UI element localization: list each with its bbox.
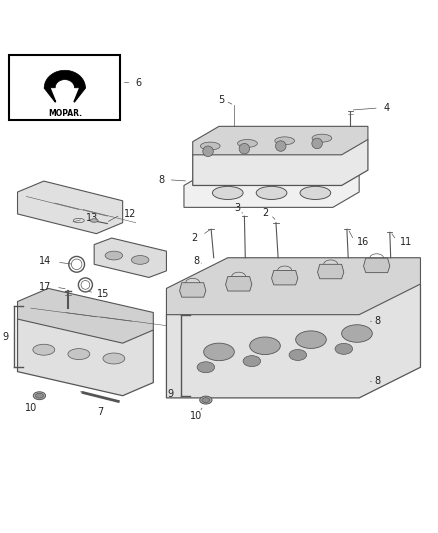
Text: 8: 8 (277, 164, 283, 174)
Polygon shape (180, 282, 206, 297)
Text: 7: 7 (97, 407, 103, 417)
Text: 12: 12 (124, 209, 136, 219)
Ellipse shape (335, 343, 353, 354)
Ellipse shape (250, 337, 280, 354)
Text: 10: 10 (25, 402, 37, 413)
Ellipse shape (33, 392, 46, 400)
Text: 11: 11 (399, 237, 412, 247)
Ellipse shape (197, 362, 215, 373)
Ellipse shape (342, 325, 372, 342)
Text: 8: 8 (193, 256, 199, 266)
Text: 1: 1 (311, 164, 318, 173)
Ellipse shape (296, 331, 326, 349)
Ellipse shape (131, 255, 149, 264)
Text: 17: 17 (39, 281, 52, 292)
Ellipse shape (243, 356, 261, 367)
Polygon shape (44, 70, 85, 88)
Circle shape (276, 141, 286, 151)
Circle shape (203, 146, 213, 157)
Text: 8: 8 (158, 175, 164, 185)
Ellipse shape (212, 187, 243, 199)
Text: 5: 5 (218, 95, 224, 106)
Text: MOPAR.: MOPAR. (48, 109, 82, 118)
Text: 10: 10 (190, 411, 202, 421)
Text: 2: 2 (262, 208, 268, 217)
Text: 3: 3 (235, 203, 241, 213)
Ellipse shape (300, 187, 331, 199)
Text: 9: 9 (167, 389, 173, 399)
Ellipse shape (200, 396, 212, 404)
Ellipse shape (105, 251, 123, 260)
Text: 8: 8 (374, 316, 381, 326)
Polygon shape (272, 270, 298, 285)
Text: 2: 2 (192, 232, 198, 243)
Circle shape (312, 138, 322, 149)
Polygon shape (226, 277, 252, 291)
Polygon shape (193, 126, 368, 155)
Polygon shape (184, 170, 359, 207)
Polygon shape (18, 181, 123, 233)
Ellipse shape (202, 398, 210, 402)
Text: 15: 15 (97, 289, 110, 298)
Text: 13: 13 (86, 213, 99, 223)
Ellipse shape (275, 137, 294, 145)
Polygon shape (364, 258, 390, 273)
Ellipse shape (204, 343, 234, 361)
Text: 4: 4 (383, 102, 389, 112)
Ellipse shape (68, 349, 90, 360)
Polygon shape (166, 284, 420, 398)
Text: 9: 9 (2, 332, 8, 342)
Ellipse shape (90, 219, 98, 222)
Polygon shape (166, 258, 420, 314)
Ellipse shape (35, 393, 43, 398)
Ellipse shape (256, 187, 287, 199)
Circle shape (239, 143, 250, 154)
Ellipse shape (200, 142, 220, 150)
Ellipse shape (312, 134, 332, 142)
Polygon shape (318, 264, 344, 279)
Ellipse shape (289, 350, 307, 360)
Polygon shape (18, 288, 153, 343)
Polygon shape (193, 140, 368, 185)
Ellipse shape (103, 353, 125, 364)
Text: 8: 8 (374, 376, 381, 386)
Polygon shape (44, 88, 56, 102)
Polygon shape (94, 238, 166, 278)
Text: 14: 14 (39, 256, 52, 266)
Text: 16: 16 (357, 237, 369, 247)
Ellipse shape (33, 344, 55, 355)
Polygon shape (74, 88, 85, 102)
Text: 6: 6 (135, 77, 141, 87)
Polygon shape (18, 306, 153, 395)
Bar (9, 55, 120, 120)
Ellipse shape (237, 140, 257, 147)
